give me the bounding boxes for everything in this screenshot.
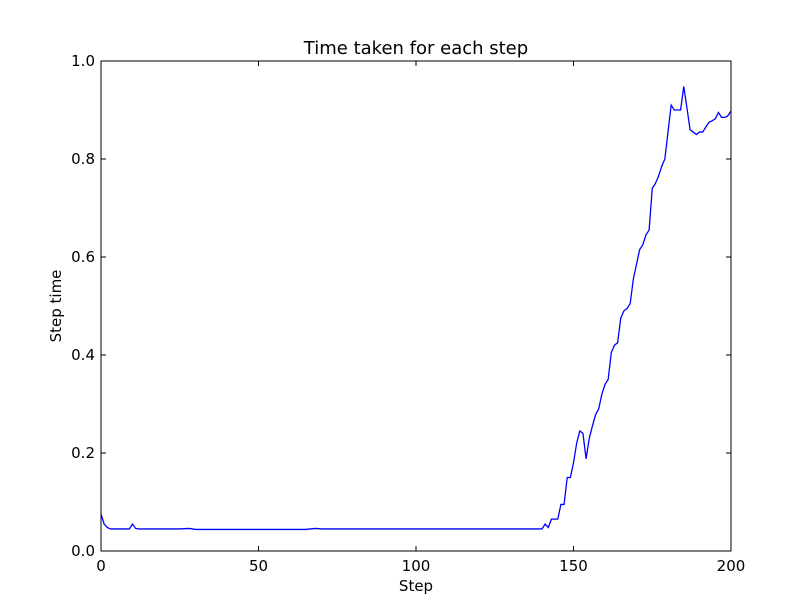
x-tick-label: 200 (717, 557, 746, 575)
x-axis-label: Step (399, 577, 433, 595)
chart-title: Time taken for each step (303, 38, 528, 59)
y-tick-label: 0.8 (71, 150, 95, 168)
x-tick-label: 50 (249, 557, 268, 575)
y-tick-label: 0.0 (71, 542, 95, 560)
x-tick-label: 0 (96, 557, 106, 575)
y-axis-label: Step time (47, 270, 65, 343)
y-tick-label: 0.4 (71, 346, 95, 364)
x-tick-label: 100 (402, 557, 431, 575)
series-line-0 (100, 86, 732, 531)
y-tick-label: 0.6 (71, 248, 95, 266)
x-tick-label: 150 (559, 557, 588, 575)
y-tick-label: 0.2 (71, 444, 95, 462)
y-tick-label: 1.0 (71, 52, 95, 70)
plot-frame (100, 60, 732, 552)
